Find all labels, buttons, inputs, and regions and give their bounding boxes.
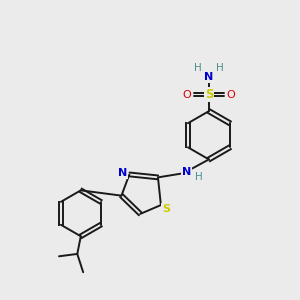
Text: H: H	[216, 63, 224, 74]
Text: H: H	[195, 172, 203, 182]
Text: S: S	[205, 88, 213, 101]
Text: O: O	[183, 90, 191, 100]
Text: N: N	[182, 167, 191, 177]
Text: H: H	[194, 63, 202, 74]
Text: O: O	[226, 90, 235, 100]
Text: N: N	[204, 72, 214, 82]
Text: N: N	[118, 168, 128, 178]
Text: S: S	[162, 204, 170, 214]
